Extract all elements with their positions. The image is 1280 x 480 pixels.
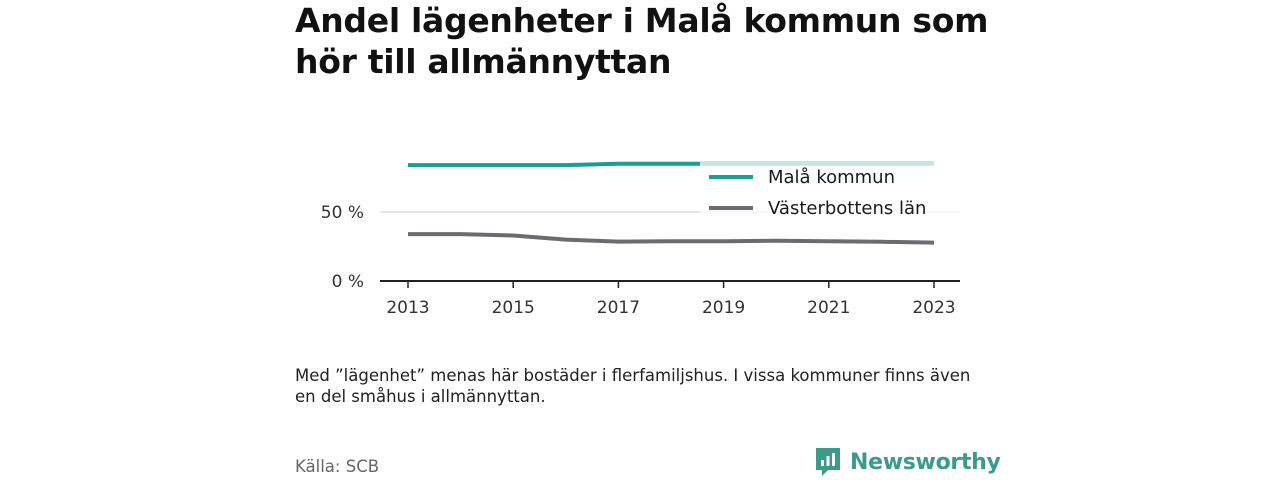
source-label: Källa: SCB [295,457,380,476]
line-chart: 0 % 50 % 2013 2015 2017 2019 2021 2023 Malå ko… [321,161,962,318]
newsworthy-logo-icon [816,448,840,476]
legend-label: Västerbottens län [768,198,926,219]
x-tick-label: 2015 [492,298,535,318]
y-tick-label: 0 % [332,272,364,292]
x-tick-label: 2017 [597,298,640,318]
y-tick-label: 50 % [321,203,364,223]
x-tick-label: 2019 [702,298,745,318]
brand-name: Newsworthy [850,449,1001,475]
legend-background [700,162,962,224]
chart-note: Med ”lägenhet” menas här bostäder i fler… [295,366,971,406]
x-tick-label: 2023 [912,298,955,318]
series-line-2 [408,232,935,245]
chart-title: Andel lägenheter i Malå kommun som hör t… [295,1,989,81]
legend: Malå kommun Västerbottens län [700,162,962,224]
x-axis: 2013 2015 2017 2019 2021 2023 [380,280,960,318]
newsworthy-logo[interactable]: Newsworthy [814,446,1001,478]
x-tick-label: 2021 [807,298,850,318]
y-axis-ticks: 0 % 50 % [321,203,364,292]
x-tick-label: 2013 [386,298,429,318]
legend-label: Malå kommun [768,167,895,188]
